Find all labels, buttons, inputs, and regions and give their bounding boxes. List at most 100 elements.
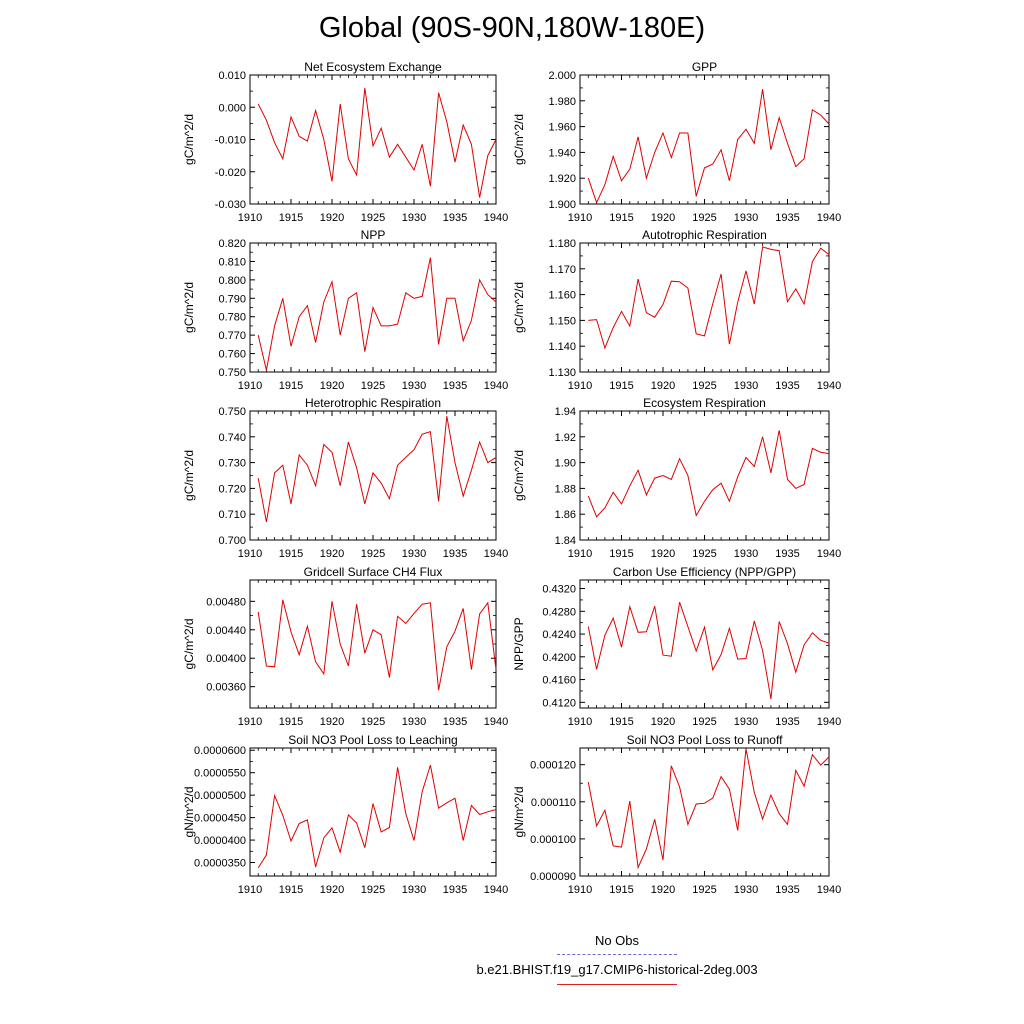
x-tick-label: 1925 [692,884,716,896]
x-tick-label: 1920 [651,212,675,224]
x-tick-label: 1935 [443,716,467,728]
y-axis-label: gC/m^2/d [512,114,526,165]
x-tick-label: 1935 [443,380,467,392]
y-axis-label: gC/m^2/d [512,450,526,501]
x-tick-label: 1920 [651,548,675,560]
panel-title: Heterotrophic Respiration [305,396,441,410]
x-tick-label: 1915 [279,380,303,392]
y-tick-label: 1.960 [548,122,576,134]
y-tick-label: 0.740 [218,432,246,444]
chart-panel-4: Autotrophic Respiration gC/m^2/d 1910 1915 1… [512,228,841,392]
x-tick-label: 1940 [484,380,508,392]
series-line [257,599,497,691]
x-tick-label: 1940 [817,548,841,560]
plot-frame [579,410,830,541]
x-tick-label: 1915 [609,884,633,896]
y-tick-label: 1.140 [548,341,576,353]
y-tick-label: 0.000 [218,102,246,114]
x-tick-label: 1920 [320,716,344,728]
x-tick-label: 1930 [734,212,758,224]
y-tick-label: 0.770 [218,330,246,342]
y-tick-label: -0.010 [215,135,246,147]
x-tick-label: 1920 [651,884,675,896]
chart-panel-8: Carbon Use Efficiency (NPP/GPP) NPP/GPP 19… [512,565,841,728]
x-tick-label: 1930 [734,884,758,896]
y-tick-label: 0.0000600 [194,745,246,757]
y-tick-label: 1.940 [548,147,576,159]
y-tick-label: 0.0000550 [194,768,246,780]
series-line [588,246,830,350]
x-tick-label: 1940 [817,380,841,392]
series-line [587,89,830,205]
x-tick-label: 1930 [402,212,426,224]
y-tick-label: 0.700 [218,535,246,547]
x-tick-label: 1915 [279,884,303,896]
y-tick-label: -0.030 [215,199,246,211]
chart-panel-10: Soil NO3 Pool Loss to Runoff gN/m^2/d 1910… [512,733,841,896]
y-tick-label: 0.4240 [542,629,576,641]
x-tick-label: 1930 [402,548,426,560]
series-line [257,764,497,869]
y-tick-label: 0.4320 [542,584,576,596]
x-tick-label: 1940 [817,716,841,728]
x-tick-label: 1915 [609,380,633,392]
panel-title: Net Ecosystem Exchange [304,60,442,74]
x-tick-label: 1915 [279,212,303,224]
x-tick-label: 1940 [484,212,508,224]
y-tick-label: 0.780 [218,312,246,324]
x-tick-label: 1935 [775,212,799,224]
y-tick-label: 1.92 [555,432,576,444]
x-tick-label: 1935 [775,884,799,896]
y-axis-label: gN/m^2/d [512,787,526,838]
x-tick-label: 1915 [609,212,633,224]
x-tick-label: 1920 [320,212,344,224]
y-tick-label: 0.0000350 [194,858,246,870]
panel-title: Gridcell Surface CH4 Flux [304,565,443,579]
legend-obs-label: No Obs [594,933,640,948]
series-line [587,430,830,518]
series-line [257,416,497,522]
y-tick-label: 1.980 [548,96,576,108]
plot-frame [249,579,497,709]
y-tick-label: 2.000 [548,70,576,82]
y-tick-label: 1.180 [548,238,576,250]
chart-panel-9: Soil NO3 Pool Loss to Leaching gN/m^2/d 19… [182,733,508,896]
panel-title: Soil NO3 Pool Loss to Runoff [627,733,784,747]
plot-frame [579,579,830,709]
x-tick-label: 1915 [609,548,633,560]
y-tick-label: 0.720 [218,483,246,495]
y-tick-label: 0.4160 [542,675,576,687]
x-tick-label: 1925 [692,548,716,560]
x-tick-label: 1910 [568,716,592,728]
y-tick-label: 1.170 [548,264,576,276]
legend-model-line [557,984,677,985]
y-axis-label: gN/m^2/d [182,787,196,838]
x-tick-label: 1910 [568,884,592,896]
x-tick-label: 1915 [279,716,303,728]
x-tick-label: 1930 [402,380,426,392]
chart-panel-2: GPP gC/m^2/d 1910 1915 1920 1925 1930 1935 1940 2… [512,60,841,224]
y-tick-label: 1.130 [548,367,576,379]
x-tick-label: 1930 [734,548,758,560]
series-line [587,748,830,870]
y-tick-label: 0.4280 [542,606,576,618]
y-tick-label: 1.900 [548,199,576,211]
plot-frame [579,747,830,877]
y-tick-label: 1.920 [548,173,576,185]
x-tick-label: 1910 [238,380,262,392]
plot-frame [249,747,497,877]
y-tick-label: 0.810 [218,256,246,268]
y-axis-label: gC/m^2/d [182,619,196,670]
page-title: Global (90S-90N,180W-180E) [318,12,706,44]
plot-frame [249,410,497,541]
x-tick-label: 1910 [238,548,262,560]
plot-frame [579,242,830,373]
y-tick-label: 0.000090 [530,871,576,883]
x-tick-label: 1910 [238,716,262,728]
y-tick-label: 0.730 [218,458,246,470]
x-tick-label: 1915 [609,716,633,728]
panel-title: Soil NO3 Pool Loss to Leaching [288,733,457,747]
panel-title: Autotrophic Respiration [642,228,767,242]
y-tick-label: 0.750 [218,367,246,379]
y-tick-label: 0.00440 [206,625,246,637]
